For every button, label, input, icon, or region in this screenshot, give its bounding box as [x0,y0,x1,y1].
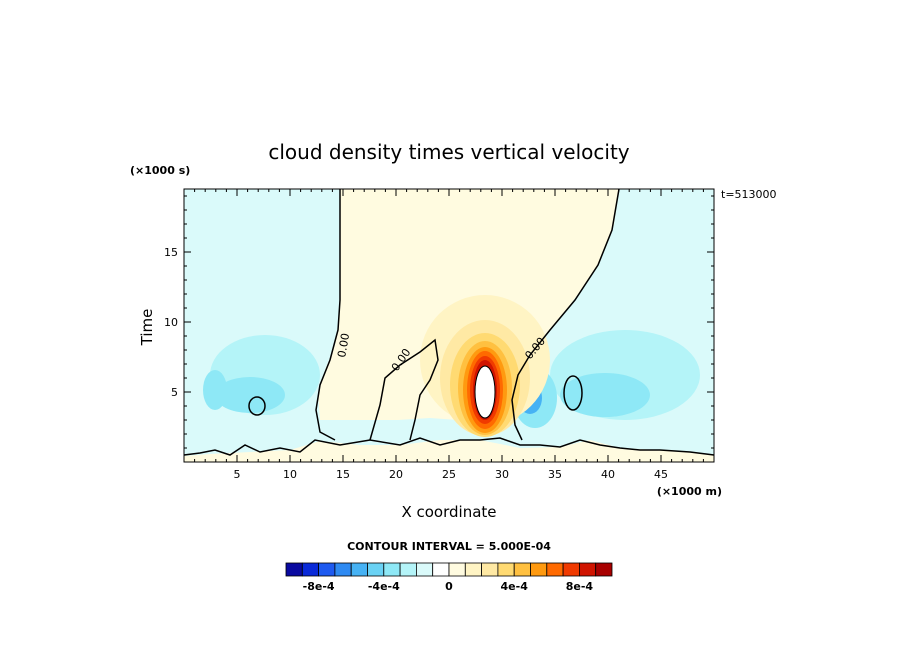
x-tick-label: 15 [336,468,350,481]
x-tick-label: 5 [234,468,241,481]
y-axis-ticks: 5 10 15 [164,195,714,449]
x-tick-label: 30 [495,468,509,481]
contour-interval: CONTOUR INTERVAL = 5.000E-04 [347,540,551,553]
zero-contour-right [511,188,620,441]
colorbar-swatch [513,562,531,577]
x-tick-label: 20 [389,468,403,481]
plot-area [183,188,715,463]
colorbar-tick-label: -8e-4 [303,580,335,593]
y-tick-label: 5 [171,386,178,399]
zero-contours [183,188,715,456]
y-tick-label: 15 [164,246,178,259]
colorbar-swatch [415,562,434,577]
x-unit-label: (×1000 m) [657,485,722,498]
colorbar-swatch [530,562,548,577]
chart-title: cloud density times vertical velocity [268,140,629,164]
negative-lobe-left-inner [215,377,285,413]
colorbar-swatch [383,562,401,577]
y-axis-label: Time [138,309,156,347]
colorbar-swatch [318,562,336,577]
zero-contour-center [369,338,439,441]
contour-label: 0.00 [335,332,352,358]
zero-contour-surface [183,437,715,456]
colorbar-tick-label: 8e-4 [566,580,594,593]
colorbar-swatch [285,562,303,577]
zero-contour-loop-right [563,375,583,411]
x-axis-ticks: 5 10 15 20 25 30 35 40 45 [194,189,704,481]
zero-contour-left [315,189,341,441]
negative-lobe-right-inner [560,373,650,417]
colorbar-swatch [350,562,368,577]
colorbar-labels: -8e-4 -4e-4 0 4e-4 8e-4 [303,580,594,593]
colorbar-tick-label: -4e-4 [368,580,400,593]
colorbar-swatch [464,562,482,577]
x-axis-label: X coordinate [401,503,496,521]
colorbar-swatch [432,562,450,577]
colorbar-swatch [301,562,319,577]
colorbar-swatch [546,562,564,577]
x-tick-label: 45 [654,468,668,481]
colorbar [285,562,613,577]
colorbar-swatch [595,562,613,577]
x-tick-label: 35 [548,468,562,481]
time-stamp: t=513000 [721,188,777,201]
colorbar-tick-label: 0 [445,580,453,593]
y-tick-label: 10 [164,316,178,329]
colorbar-swatch [579,562,597,577]
colorbar-swatch [367,562,385,577]
x-tick-label: 40 [601,468,615,481]
zero-contour-loop-left [248,396,266,416]
colorbar-swatch [448,562,466,577]
x-tick-label: 25 [442,468,456,481]
y-unit-label: (×1000 s) [130,164,190,177]
colorbar-tick-label: 4e-4 [501,580,529,593]
colorbar-swatch [481,562,499,577]
core-peak [474,365,496,419]
colorbar-swatch [497,562,515,577]
colorbar-swatch [399,562,417,577]
colorbar-swatch [562,562,580,577]
surface-band [184,440,714,462]
colorbar-swatch [334,562,352,577]
x-tick-label: 10 [283,468,297,481]
negative-lobe-left-small [203,370,227,410]
